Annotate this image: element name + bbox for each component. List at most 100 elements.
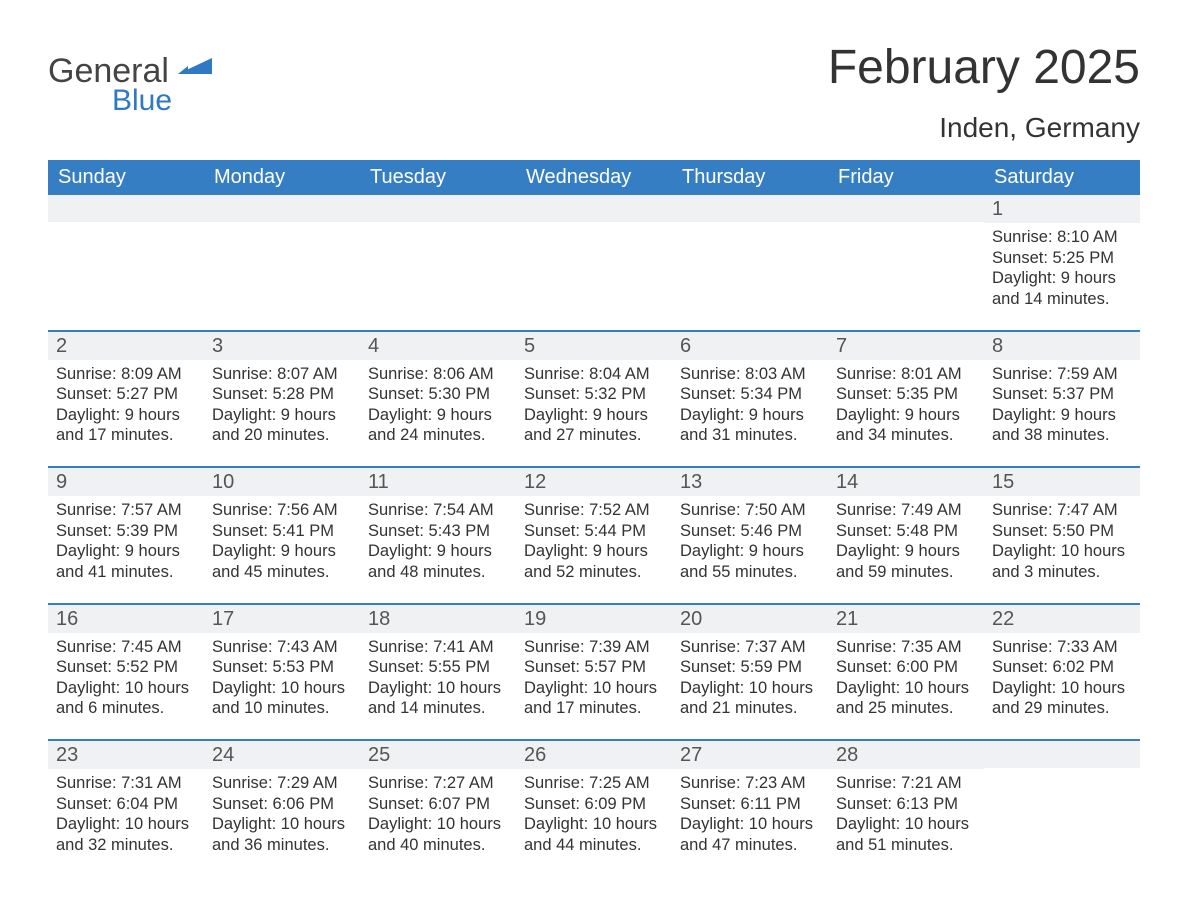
sunrise-line: Sunrise: 7:31 AM	[56, 773, 196, 794]
sunrise-line: Sunrise: 7:37 AM	[680, 637, 820, 658]
sunset-line: Sunset: 5:32 PM	[524, 384, 664, 405]
daylight-line: Daylight: 9 hours and 48 minutes.	[368, 541, 508, 582]
daylight-line: Daylight: 10 hours and 47 minutes.	[680, 814, 820, 855]
day-info: Sunrise: 8:06 AMSunset: 5:30 PMDaylight:…	[360, 360, 516, 447]
day-number	[672, 195, 828, 222]
day-info: Sunrise: 8:01 AMSunset: 5:35 PMDaylight:…	[828, 360, 984, 447]
daylight-line: Daylight: 9 hours and 27 minutes.	[524, 405, 664, 446]
day-cell-empty	[672, 195, 828, 310]
day-info: Sunrise: 7:52 AMSunset: 5:44 PMDaylight:…	[516, 496, 672, 583]
week-row: 16Sunrise: 7:45 AMSunset: 5:52 PMDayligh…	[48, 603, 1140, 720]
day-info: Sunrise: 7:57 AMSunset: 5:39 PMDaylight:…	[48, 496, 204, 583]
day-info: Sunrise: 7:49 AMSunset: 5:48 PMDaylight:…	[828, 496, 984, 583]
sunrise-line: Sunrise: 7:35 AM	[836, 637, 976, 658]
sunrise-line: Sunrise: 8:09 AM	[56, 364, 196, 385]
sunrise-line: Sunrise: 7:59 AM	[992, 364, 1132, 385]
sunrise-line: Sunrise: 8:06 AM	[368, 364, 508, 385]
day-number: 28	[828, 741, 984, 769]
sunset-line: Sunset: 5:44 PM	[524, 521, 664, 542]
weekday-sunday: Sunday	[48, 160, 204, 195]
day-cell: 7Sunrise: 8:01 AMSunset: 5:35 PMDaylight…	[828, 332, 984, 447]
sunset-line: Sunset: 5:39 PM	[56, 521, 196, 542]
sunset-line: Sunset: 6:07 PM	[368, 794, 508, 815]
day-cell: 21Sunrise: 7:35 AMSunset: 6:00 PMDayligh…	[828, 605, 984, 720]
day-cell: 9Sunrise: 7:57 AMSunset: 5:39 PMDaylight…	[48, 468, 204, 583]
title-block: February 2025 Inden, Germany	[828, 44, 1140, 144]
day-cell: 13Sunrise: 7:50 AMSunset: 5:46 PMDayligh…	[672, 468, 828, 583]
calendar: Sunday Monday Tuesday Wednesday Thursday…	[48, 160, 1140, 856]
day-cell-empty	[204, 195, 360, 310]
day-cell-empty	[516, 195, 672, 310]
daylight-line: Daylight: 10 hours and 17 minutes.	[524, 678, 664, 719]
day-number: 19	[516, 605, 672, 633]
day-info: Sunrise: 7:37 AMSunset: 5:59 PMDaylight:…	[672, 633, 828, 720]
month-title: February 2025	[828, 44, 1140, 92]
sunset-line: Sunset: 5:59 PM	[680, 657, 820, 678]
sunset-line: Sunset: 5:37 PM	[992, 384, 1132, 405]
day-cell: 2Sunrise: 8:09 AMSunset: 5:27 PMDaylight…	[48, 332, 204, 447]
week-row: 23Sunrise: 7:31 AMSunset: 6:04 PMDayligh…	[48, 739, 1140, 856]
day-number: 13	[672, 468, 828, 496]
sunset-line: Sunset: 5:50 PM	[992, 521, 1132, 542]
sunset-line: Sunset: 6:02 PM	[992, 657, 1132, 678]
day-cell-empty	[984, 741, 1140, 856]
day-cell: 3Sunrise: 8:07 AMSunset: 5:28 PMDaylight…	[204, 332, 360, 447]
sunrise-line: Sunrise: 7:43 AM	[212, 637, 352, 658]
day-number: 23	[48, 741, 204, 769]
day-info: Sunrise: 7:56 AMSunset: 5:41 PMDaylight:…	[204, 496, 360, 583]
location-title: Inden, Germany	[828, 112, 1140, 144]
logo-text-blue: Blue	[112, 86, 172, 116]
day-cell: 12Sunrise: 7:52 AMSunset: 5:44 PMDayligh…	[516, 468, 672, 583]
sunset-line: Sunset: 5:52 PM	[56, 657, 196, 678]
sunset-line: Sunset: 6:13 PM	[836, 794, 976, 815]
day-number: 7	[828, 332, 984, 360]
day-cell: 25Sunrise: 7:27 AMSunset: 6:07 PMDayligh…	[360, 741, 516, 856]
day-info: Sunrise: 7:35 AMSunset: 6:00 PMDaylight:…	[828, 633, 984, 720]
sunrise-line: Sunrise: 7:47 AM	[992, 500, 1132, 521]
weeks-container: 1Sunrise: 8:10 AMSunset: 5:25 PMDaylight…	[48, 195, 1140, 856]
day-number: 20	[672, 605, 828, 633]
day-info: Sunrise: 7:47 AMSunset: 5:50 PMDaylight:…	[984, 496, 1140, 583]
day-number: 17	[204, 605, 360, 633]
day-cell-empty	[828, 195, 984, 310]
daylight-line: Daylight: 10 hours and 29 minutes.	[992, 678, 1132, 719]
day-info: Sunrise: 8:10 AMSunset: 5:25 PMDaylight:…	[984, 223, 1140, 310]
day-info: Sunrise: 7:21 AMSunset: 6:13 PMDaylight:…	[828, 769, 984, 856]
sunset-line: Sunset: 5:46 PM	[680, 521, 820, 542]
day-info: Sunrise: 7:59 AMSunset: 5:37 PMDaylight:…	[984, 360, 1140, 447]
day-number: 16	[48, 605, 204, 633]
logo: General Blue	[48, 44, 212, 116]
sunset-line: Sunset: 5:55 PM	[368, 657, 508, 678]
sunrise-line: Sunrise: 7:45 AM	[56, 637, 196, 658]
sunset-line: Sunset: 5:57 PM	[524, 657, 664, 678]
day-number: 22	[984, 605, 1140, 633]
day-cell: 18Sunrise: 7:41 AMSunset: 5:55 PMDayligh…	[360, 605, 516, 720]
day-number	[984, 741, 1140, 768]
week-row: 2Sunrise: 8:09 AMSunset: 5:27 PMDaylight…	[48, 330, 1140, 447]
day-cell: 17Sunrise: 7:43 AMSunset: 5:53 PMDayligh…	[204, 605, 360, 720]
week-row: 9Sunrise: 7:57 AMSunset: 5:39 PMDaylight…	[48, 466, 1140, 583]
day-number: 27	[672, 741, 828, 769]
day-number: 25	[360, 741, 516, 769]
day-cell: 24Sunrise: 7:29 AMSunset: 6:06 PMDayligh…	[204, 741, 360, 856]
day-cell: 5Sunrise: 8:04 AMSunset: 5:32 PMDaylight…	[516, 332, 672, 447]
sunrise-line: Sunrise: 7:57 AM	[56, 500, 196, 521]
sunset-line: Sunset: 5:34 PM	[680, 384, 820, 405]
daylight-line: Daylight: 9 hours and 24 minutes.	[368, 405, 508, 446]
day-number: 3	[204, 332, 360, 360]
sunset-line: Sunset: 5:25 PM	[992, 248, 1132, 269]
daylight-line: Daylight: 9 hours and 34 minutes.	[836, 405, 976, 446]
daylight-line: Daylight: 10 hours and 6 minutes.	[56, 678, 196, 719]
day-number: 12	[516, 468, 672, 496]
day-cell: 23Sunrise: 7:31 AMSunset: 6:04 PMDayligh…	[48, 741, 204, 856]
day-number	[48, 195, 204, 222]
day-number: 11	[360, 468, 516, 496]
day-number: 18	[360, 605, 516, 633]
sunset-line: Sunset: 6:00 PM	[836, 657, 976, 678]
day-number	[204, 195, 360, 222]
daylight-line: Daylight: 9 hours and 45 minutes.	[212, 541, 352, 582]
sunset-line: Sunset: 5:43 PM	[368, 521, 508, 542]
day-info: Sunrise: 8:03 AMSunset: 5:34 PMDaylight:…	[672, 360, 828, 447]
day-number	[516, 195, 672, 222]
sunset-line: Sunset: 5:30 PM	[368, 384, 508, 405]
